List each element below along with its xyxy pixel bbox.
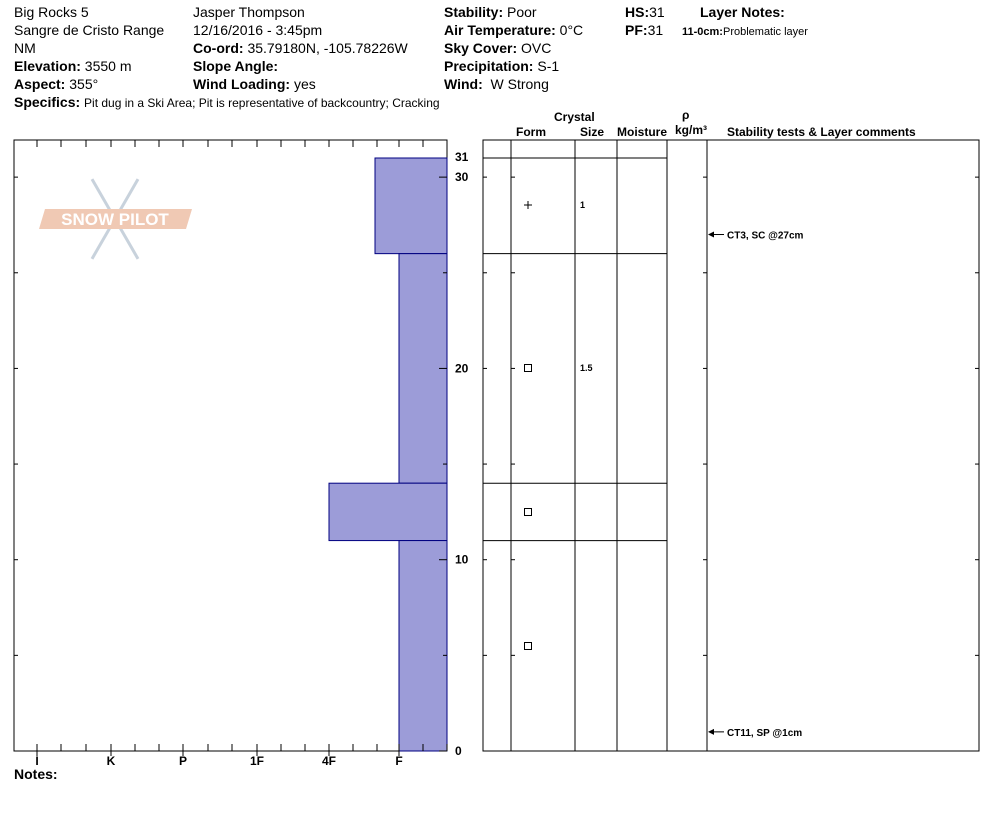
layer-table-frame — [482, 139, 980, 752]
test-arrow-head — [708, 728, 714, 735]
hardness-label-4F: 4F — [322, 754, 336, 768]
precipitation: Precipitation: S-1 — [444, 58, 559, 74]
moisture-header: Moisture — [617, 125, 668, 139]
aspect-value: 355° — [69, 76, 99, 92]
form-square-icon — [524, 642, 532, 650]
hs-label: HS: — [625, 4, 650, 20]
wind: Wind: W Strong — [444, 76, 549, 92]
crystal-header: Crystal — [554, 110, 595, 124]
specifics: Specifics: Pit dug in a Ski Area; Pit is… — [14, 94, 440, 111]
comments-header: Stability tests & Layer comments — [727, 125, 916, 139]
layer-bar-3 — [328, 482, 448, 542]
pf: PF:31 — [625, 22, 663, 38]
hs: HS:31 — [625, 4, 665, 20]
precip-value: S-1 — [537, 58, 560, 74]
hardness-label-K: K — [107, 754, 116, 768]
y-tick-label-20: 20 — [455, 361, 469, 375]
elevation-value: 3550 m — [84, 58, 132, 74]
wind-loading-value: yes — [293, 76, 316, 92]
observer: Jasper Thompson — [193, 4, 305, 20]
sky-cover: Sky Cover: OVC — [444, 40, 551, 56]
form-square-icon — [524, 508, 532, 516]
air-temperature: Air Temperature: 0°C — [444, 22, 583, 38]
layer-bar-1 — [374, 157, 448, 255]
y-tick-label-30: 30 — [455, 170, 469, 184]
state: NM — [14, 40, 36, 56]
wind-label: Wind: — [444, 76, 483, 92]
stability-value: Poor — [507, 4, 537, 20]
y-tick-label-31: 31 — [455, 150, 469, 164]
air-temp-label: Air Temperature: — [444, 22, 556, 38]
aspect: Aspect: 355° — [14, 76, 98, 92]
sky-value: OVC — [521, 40, 552, 56]
crystal-size-2: 1.5 — [580, 363, 593, 373]
test-arrow-head — [708, 231, 714, 238]
hardness-label-P: P — [179, 754, 187, 768]
density-unit-header: kg/m³ — [675, 123, 708, 137]
elevation: Elevation: 3550 m — [14, 58, 132, 74]
form-square-icon — [524, 364, 532, 372]
coord-label: Co-ord: — [193, 40, 244, 56]
logo-band — [39, 209, 192, 229]
coordinates: Co-ord: 35.79180N, -105.78226W — [193, 40, 408, 56]
logo-text: SNOW PILOT — [61, 210, 169, 229]
elevation-label: Elevation: — [14, 58, 81, 74]
stability-label: Stability: — [444, 4, 504, 20]
size-header: Size — [580, 125, 605, 139]
slope-angle: Slope Angle: — [193, 58, 278, 74]
crystal-size-1: 1 — [580, 200, 585, 210]
y-tick-label-0: 0 — [455, 744, 462, 758]
specifics-value: Pit dug in a Ski Area; Pit is representa… — [84, 96, 440, 110]
coord-value: 35.79180N, -105.78226W — [247, 40, 408, 56]
pf-label: PF: — [625, 22, 648, 38]
hs-value: 31 — [649, 4, 665, 20]
stability-test-1: CT3, SC @27cm — [727, 231, 804, 242]
pf-value: 31 — [647, 22, 664, 38]
hardness-label-F: F — [395, 754, 402, 768]
notes-label: Notes: — [14, 766, 58, 782]
y-tick-label-10: 10 — [455, 553, 469, 567]
layer-bar-4 — [398, 540, 448, 752]
precip-label: Precipitation: — [444, 58, 534, 74]
stability: Stability: Poor — [444, 4, 537, 20]
air-temp-value: 0°C — [559, 22, 584, 38]
wind-loading-label: Wind Loading: — [193, 76, 291, 92]
layer-note: 11-0cm:Problematic layer — [682, 24, 808, 40]
layer-note-text: Problematic layer — [722, 26, 808, 38]
range: Sangre de Cristo Range — [14, 22, 165, 38]
form-header: Form — [516, 125, 546, 139]
hardness-label-I: I — [35, 754, 38, 768]
layer-notes-label: Layer Notes: — [700, 4, 785, 20]
wind-value: W Strong — [490, 76, 549, 92]
location: Big Rocks 5 — [14, 4, 89, 20]
sky-label: Sky Cover: — [444, 40, 518, 56]
layer-note-range: 11-0cm: — [682, 26, 723, 38]
stability-test-2: CT11, SP @1cm — [727, 728, 802, 739]
wind-loading: Wind Loading: yes — [193, 76, 316, 92]
datetime: 12/16/2016 - 3:45pm — [193, 22, 323, 38]
snowpilot-logo: SNOW PILOT — [39, 178, 192, 260]
specifics-label: Specifics: — [14, 94, 81, 110]
hardness-label-1F: 1F — [250, 754, 264, 768]
aspect-label: Aspect: — [14, 76, 66, 92]
rho-header: ρ — [682, 108, 690, 122]
slope-label: Slope Angle: — [193, 58, 279, 74]
